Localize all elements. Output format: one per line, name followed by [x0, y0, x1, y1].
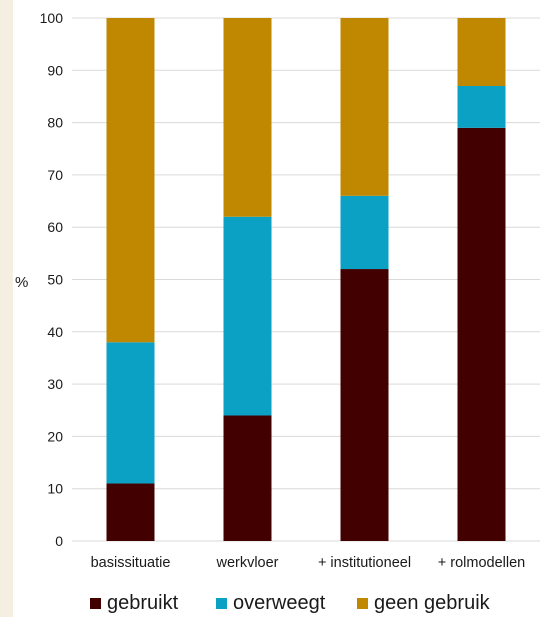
y-tick-label: 100 — [40, 10, 64, 26]
bar-segment-overweegt — [340, 195, 389, 270]
legend-swatch — [357, 598, 368, 609]
y-axis-label: % — [15, 274, 28, 291]
y-tick-label: 70 — [47, 167, 63, 183]
bar-segment-geen-gebruik — [223, 18, 272, 217]
y-tick-label: 0 — [55, 533, 63, 549]
bar-segment-geen-gebruik — [457, 18, 506, 86]
x-axis-categories: basissituatie werkvloer + institutioneel + … — [91, 555, 526, 571]
bar-segment-geen-gebruik — [340, 18, 389, 196]
legend-swatch — [90, 598, 101, 609]
y-tick-label: 80 — [47, 115, 63, 131]
legend-swatch — [216, 598, 227, 609]
y-tick-label: 60 — [47, 219, 63, 235]
y-tick-label: 20 — [47, 428, 63, 444]
bar-segment-gebruikt — [106, 483, 155, 541]
bar-segment-gebruikt — [340, 269, 389, 541]
legend-label: gebruikt — [107, 592, 179, 614]
bar-segment-overweegt — [106, 342, 155, 484]
legend-label: geen gebruik — [374, 592, 491, 614]
bar-segment-overweegt — [457, 85, 506, 128]
y-tick-label: 90 — [47, 62, 63, 78]
bars — [106, 18, 506, 541]
bar-segment-gebruikt — [223, 415, 272, 541]
bar-segment-geen-gebruik — [106, 18, 155, 343]
bar-segment-overweegt — [223, 216, 272, 416]
legend-label: overweegt — [233, 592, 326, 614]
y-tick-label: 10 — [47, 481, 63, 497]
y-tick-label: 30 — [47, 376, 63, 392]
x-category-label: werkvloer — [215, 555, 278, 571]
x-category-label: + institutioneel — [318, 555, 411, 571]
legend: gebruikt overweegt geen gebruik — [90, 592, 491, 614]
y-tick-label: 40 — [47, 324, 63, 340]
x-category-label: + rolmodellen — [438, 555, 525, 571]
bar-segment-gebruikt — [457, 127, 506, 541]
y-tick-label: 50 — [47, 272, 63, 288]
y-axis: 0 10 20 30 40 50 60 70 80 90 100 — [40, 10, 64, 549]
x-category-label: basissituatie — [91, 555, 171, 571]
left-margin-strip — [0, 0, 13, 617]
